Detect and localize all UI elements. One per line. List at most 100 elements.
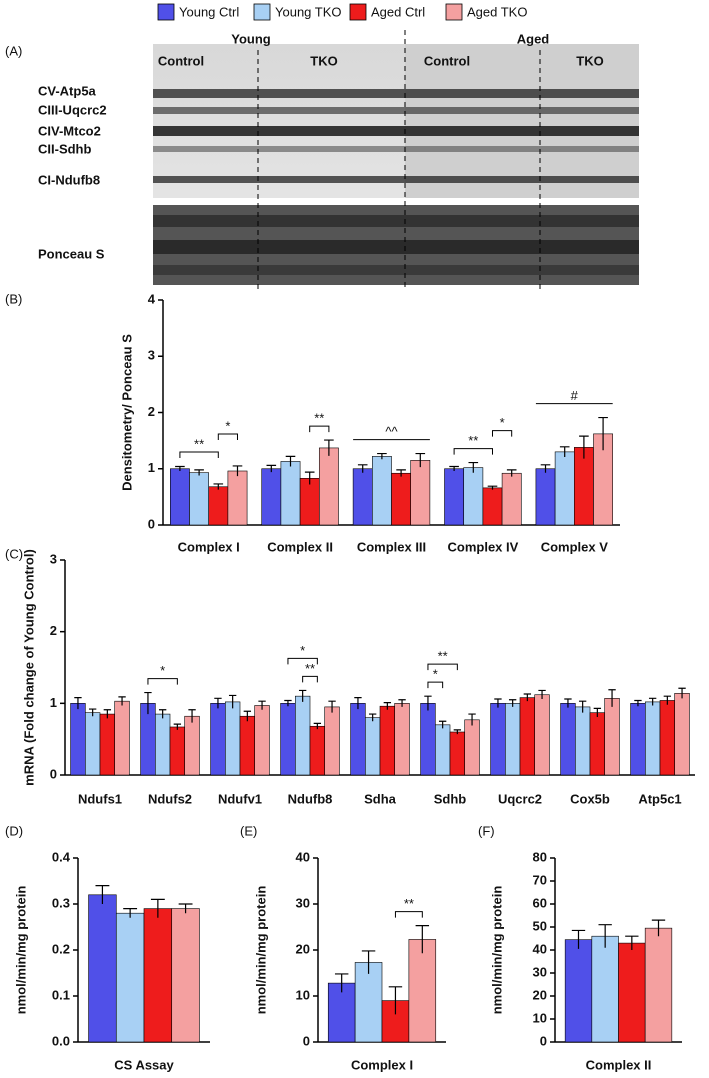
y-tick-label: 0 bbox=[148, 516, 155, 531]
bar bbox=[394, 703, 410, 776]
blot-band bbox=[153, 176, 639, 183]
y-tick-label: 10 bbox=[533, 1010, 547, 1025]
y-tick-label: 40 bbox=[533, 941, 547, 956]
bar bbox=[354, 962, 383, 1043]
protein-label: CII-Sdhb bbox=[38, 141, 91, 156]
bar bbox=[410, 460, 431, 526]
significance-bracket bbox=[394, 911, 423, 918]
y-tick-label: 80 bbox=[533, 849, 547, 864]
error-bar bbox=[449, 465, 459, 471]
error-bar bbox=[313, 722, 322, 730]
bar bbox=[184, 715, 200, 776]
error-bar bbox=[266, 464, 277, 473]
error-bar bbox=[598, 924, 612, 948]
legend-swatch bbox=[349, 3, 367, 21]
x-tick-label: Sdhb bbox=[434, 791, 467, 806]
bar bbox=[504, 703, 521, 776]
y-tick-label: 0 bbox=[50, 766, 57, 781]
significance-label: * bbox=[433, 667, 438, 682]
x-tick-label: Complex II bbox=[267, 539, 333, 554]
error-bar bbox=[144, 691, 152, 715]
y-axis-label: Densitometry/ Ponceau S bbox=[119, 334, 134, 491]
significance-label: # bbox=[571, 388, 579, 403]
subgroup-label: TKO bbox=[576, 53, 603, 68]
panel-label: (C) bbox=[5, 546, 23, 561]
error-bar bbox=[559, 446, 570, 457]
y-tick-label: 1 bbox=[50, 695, 57, 710]
error-bar bbox=[651, 919, 666, 937]
panel-label: (E) bbox=[240, 823, 257, 838]
error-bar bbox=[383, 702, 392, 710]
error-bar bbox=[284, 699, 292, 707]
bar bbox=[294, 695, 311, 776]
y-tick-label: 4 bbox=[148, 291, 156, 306]
blot-panel: (A) Young Aged Control TKO Control TKO C… bbox=[5, 30, 639, 290]
protein-label: CV-Atp5a bbox=[38, 83, 97, 98]
bar bbox=[169, 726, 185, 776]
error-bar bbox=[648, 697, 657, 706]
bar bbox=[420, 703, 436, 776]
significance-label: ** bbox=[305, 661, 315, 676]
bar bbox=[644, 927, 673, 1043]
bar bbox=[589, 712, 605, 776]
x-tick-label: Ndufs2 bbox=[148, 791, 192, 806]
error-bar bbox=[571, 929, 586, 949]
error-bar bbox=[334, 973, 349, 993]
legend-swatch bbox=[157, 3, 175, 21]
subgroup-label: Control bbox=[158, 53, 204, 68]
bar bbox=[372, 456, 392, 526]
y-tick-label: 0.1 bbox=[52, 987, 70, 1002]
bar bbox=[535, 468, 556, 526]
y-tick-label: 0 bbox=[303, 1033, 310, 1048]
bar bbox=[143, 908, 173, 1043]
x-axis-label: CS Assay bbox=[114, 1057, 174, 1072]
significance-bracket bbox=[287, 657, 318, 665]
bar bbox=[574, 706, 591, 776]
bar bbox=[280, 461, 301, 526]
x-tick-label: Ndufv1 bbox=[218, 791, 262, 806]
error-bar bbox=[438, 720, 447, 729]
bar bbox=[115, 912, 145, 1043]
error-bar bbox=[396, 469, 406, 477]
error-bar bbox=[88, 708, 97, 717]
x-tick-label: Atp5c1 bbox=[638, 791, 681, 806]
bar bbox=[434, 724, 451, 776]
x-axis-label: Complex II bbox=[586, 1057, 652, 1072]
bar bbox=[591, 935, 619, 1043]
error-bar bbox=[678, 687, 686, 699]
bar bbox=[155, 713, 171, 776]
bar bbox=[85, 712, 101, 776]
blot-band bbox=[153, 146, 639, 152]
x-tick-label: Cox5b bbox=[570, 791, 610, 806]
bar bbox=[379, 705, 395, 776]
error-bar bbox=[214, 697, 222, 709]
x-tick-label: Complex IV bbox=[448, 539, 519, 554]
blot-shade bbox=[405, 44, 639, 198]
y-tick-label: 10 bbox=[296, 987, 310, 1002]
bar bbox=[534, 694, 550, 776]
group-label: Aged bbox=[517, 31, 550, 46]
error-bar bbox=[188, 709, 196, 723]
legend-label: Young Ctrl bbox=[179, 4, 239, 19]
bar bbox=[674, 692, 690, 776]
significance-label: ** bbox=[404, 896, 414, 911]
bar bbox=[573, 447, 594, 526]
bar bbox=[309, 725, 325, 776]
bar bbox=[261, 468, 282, 526]
bar bbox=[225, 701, 241, 776]
error-bar bbox=[598, 416, 608, 451]
significance-label: ** bbox=[468, 433, 478, 448]
bar bbox=[189, 472, 209, 526]
error-bar bbox=[578, 700, 587, 713]
significance-bracket bbox=[217, 433, 238, 440]
error-bar bbox=[298, 689, 307, 702]
error-bar bbox=[368, 713, 377, 722]
error-bar bbox=[123, 908, 138, 918]
y-tick-label: 40 bbox=[296, 849, 310, 864]
bar bbox=[501, 472, 522, 526]
y-tick-label: 0.4 bbox=[52, 849, 71, 864]
error-bar bbox=[328, 700, 336, 713]
bar bbox=[604, 698, 620, 776]
error-bar bbox=[228, 694, 237, 709]
bar bbox=[391, 472, 411, 526]
